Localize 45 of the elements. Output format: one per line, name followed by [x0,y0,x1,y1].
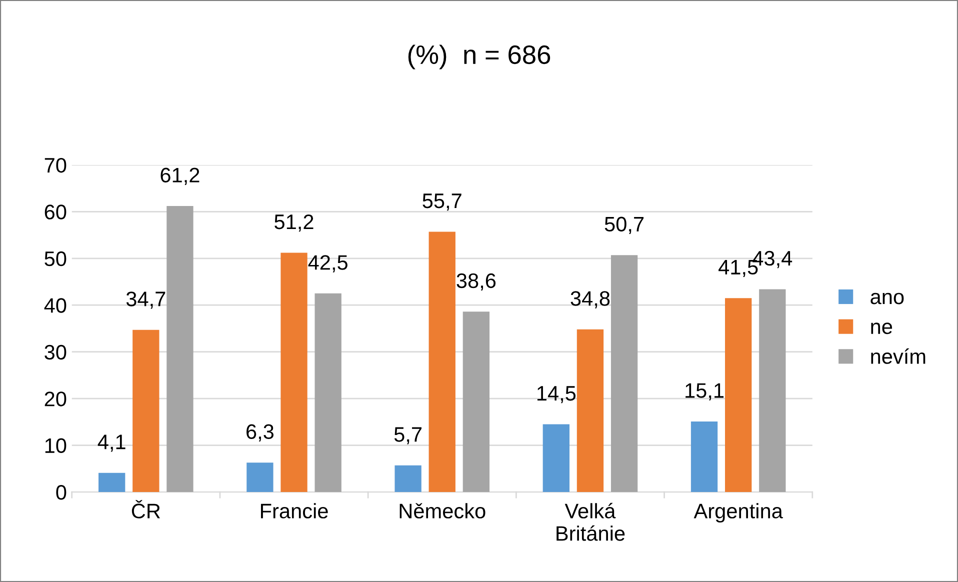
y-tick-label: 50 [44,251,66,266]
data-label: 14,5 [537,386,576,404]
x-tick-label: ČR [132,500,160,518]
y-tick-label: 20 [44,392,66,406]
y-tick-label: 70 [44,158,66,173]
legend-label: ne [871,322,892,334]
data-label: 6,3 [246,424,274,442]
bar [166,206,194,492]
y-tick-label: 10 [45,438,66,454]
x-tick-label: Argentina [694,503,783,523]
data-label: 34,8 [570,291,610,308]
data-label: 15,1 [686,383,724,400]
legend-label: nevím [871,348,926,364]
bar [428,232,456,492]
legend-label: ano [870,292,904,304]
x-tick-label: Francie [260,503,328,518]
bar [246,462,274,492]
data-label: 51,2 [274,214,314,232]
x-tick-label: Velká Británie [556,502,625,541]
bar [725,298,752,492]
data-label: 42,5 [308,255,348,272]
data-label: 50,7 [604,216,644,234]
x-tick-label: Německo [400,503,486,518]
bar [98,472,126,492]
bar [759,289,786,492]
y-tick-label: 40 [44,298,66,313]
data-label: 4,1 [98,434,126,452]
bar [462,312,490,492]
bar [394,465,422,492]
bar [576,329,604,492]
bar [314,293,342,492]
y-tick-label: 30 [44,344,66,360]
bar [280,252,308,492]
data-label: 61,2 [160,168,200,185]
data-label: 38,6 [456,273,496,291]
chart-title: (%) n = 686 [408,44,550,70]
data-label: 34,7 [126,292,166,309]
y-tick-label: 0 [56,485,66,500]
y-tick-label: 60 [44,204,66,220]
data-label: 5,7 [394,427,422,444]
bar [542,424,570,492]
data-label: 55,7 [422,194,462,211]
bar [690,421,718,492]
bar [132,330,160,492]
bar [610,255,638,492]
